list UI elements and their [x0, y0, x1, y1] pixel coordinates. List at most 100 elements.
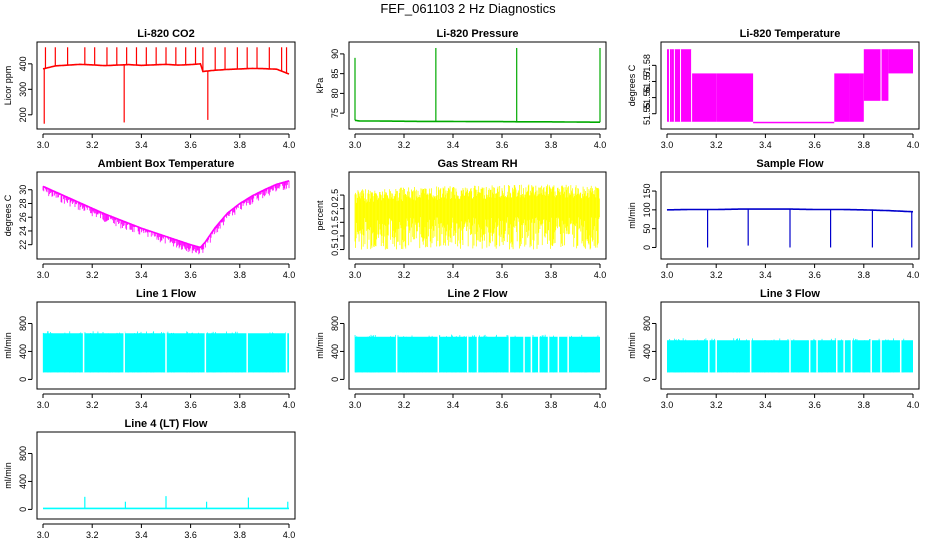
plot-data [667, 49, 913, 124]
x-tick-label: 3.0 [37, 140, 50, 150]
x-tick-label: 3.6 [184, 530, 197, 540]
x-axis: 3.0 3.2 3.4 3.6 3.8 4.0 [37, 393, 296, 410]
panel-title: Line 2 Flow [448, 288, 508, 300]
x-tick-label: 3.4 [759, 270, 772, 280]
x-tick-label: 3.0 [349, 270, 362, 280]
panel-title: Gas Stream RH [437, 158, 517, 170]
y-tick-label: 51.58 [642, 54, 652, 77]
x-tick-label: 3.8 [858, 140, 871, 150]
y-tick-label: 51.55 [642, 102, 652, 125]
y-axis-label: degrees C [3, 194, 13, 236]
temp-band [888, 49, 913, 74]
y-axis-label: ml/min [3, 462, 13, 489]
temp-band [849, 73, 864, 122]
x-axis: 3.0 3.2 3.4 3.6 3.8 4.0 [37, 263, 295, 280]
x-tick-label: 3.4 [447, 270, 460, 280]
y-axis-label: Licor ppm [3, 66, 13, 106]
x-axis: 3.0 3.2 3.4 3.6 3.8 4.0 [661, 263, 920, 280]
x-tick-label: 3.2 [398, 400, 411, 410]
plot-frame [660, 171, 920, 260]
x-tick-label: 3.8 [545, 400, 558, 410]
x-tick-label: 3.6 [496, 140, 509, 150]
x-tick-label: 3.2 [86, 140, 99, 150]
x-tick-label: 3.0 [349, 400, 362, 410]
y-axis: 0 400 800 ml/min [3, 316, 33, 382]
plot-frame [36, 431, 296, 520]
panel-title: Li-820 CO2 [137, 28, 194, 40]
y-axis: 0 400 800 ml/min [627, 316, 657, 382]
x-tick-label: 3.8 [234, 270, 247, 280]
y-tick-label: 22 [18, 240, 28, 250]
x-tick-label: 3.6 [184, 140, 197, 150]
series-line [42, 62, 290, 75]
y-tick-label: 1.5 [330, 216, 340, 229]
y-axis: 75 80 85 90 kPa [315, 49, 345, 118]
x-axis: 3.0 3.2 3.4 3.6 3.8 4.0 [349, 133, 607, 150]
plot-data [354, 184, 600, 250]
panel-title: Ambient Box Temperature [98, 158, 235, 170]
x-tick-label: 4.0 [594, 400, 607, 410]
y-tick-label: 80 [330, 88, 340, 98]
plot-frame [660, 41, 920, 130]
y-axis-label: percent [315, 200, 325, 231]
x-tick-label: 3.2 [710, 140, 723, 150]
panel-3: Li-820 Temperature 3.0 3.2 3.4 3.6 3.8 4.0 51.5… [627, 28, 920, 150]
temp-band [716, 73, 754, 122]
panel-7: Line 1 Flow 3.0 3.2 3.4 3.6 3.8 4.0 0 400 800 ml/m… [3, 288, 296, 410]
x-tick-label: 3.0 [661, 140, 674, 150]
x-tick-label: 3.2 [86, 530, 99, 540]
temp-band [834, 73, 850, 122]
y-tick-label: 1.0 [330, 230, 340, 243]
panel-5: Gas Stream RH 3.0 3.2 3.4 3.6 3.8 4.0 0.51.01.5… [315, 158, 607, 280]
x-tick-label: 3.6 [808, 270, 821, 280]
x-tick-label: 3.0 [661, 400, 674, 410]
panel-title: Li-820 Temperature [740, 28, 841, 40]
x-tick-label: 4.0 [283, 140, 296, 150]
x-tick-label: 3.2 [398, 140, 411, 150]
y-axis-label: ml/min [627, 202, 637, 229]
x-tick-label: 4.0 [283, 400, 296, 410]
y-axis-label: ml/min [627, 332, 637, 359]
y-tick-label: 75 [330, 108, 340, 118]
x-tick-label: 4.0 [594, 140, 607, 150]
y-axis: 0 400 800 ml/min [315, 316, 345, 382]
x-axis: 3.0 3.2 3.4 3.6 3.8 4.0 [349, 393, 607, 410]
y-tick-label: 50 [642, 224, 652, 234]
x-tick-label: 3.4 [759, 140, 772, 150]
x-tick-label: 3.0 [661, 270, 674, 280]
y-axis: 200 300 400 Licor ppm [3, 56, 33, 122]
panel-1: Li-820 CO2 3.0 3.2 3.4 3.6 3.8 4.0 200 300 400 Lic… [3, 28, 296, 150]
y-tick-label: 90 [330, 49, 340, 59]
x-tick-label: 4.0 [283, 530, 296, 540]
temp-band [691, 73, 717, 122]
x-tick-label: 3.8 [545, 140, 558, 150]
x-tick-label: 3.6 [184, 270, 197, 280]
x-tick-label: 3.0 [37, 400, 50, 410]
plot-frame [36, 301, 296, 390]
y-tick-label: 100 [642, 202, 652, 217]
y-axis: 0 400 800 ml/min [3, 446, 33, 512]
y-axis: 0 50 100 150 ml/min [627, 184, 657, 250]
panel-title: Li-820 Pressure [437, 28, 519, 40]
x-tick-label: 4.0 [907, 270, 920, 280]
plot-data [42, 47, 290, 124]
y-tick-label: 85 [330, 69, 340, 79]
panel-8: Line 2 Flow 3.0 3.2 3.4 3.6 3.8 4.0 0 400 800 ml/m… [315, 288, 607, 410]
x-tick-label: 3.6 [496, 270, 509, 280]
x-tick-label: 3.8 [234, 530, 247, 540]
y-axis-label: degrees C [627, 64, 637, 106]
plot-data [354, 333, 600, 373]
x-tick-label: 3.0 [37, 270, 50, 280]
y-tick-label: 0 [330, 377, 340, 382]
series-line [354, 119, 600, 123]
plot-frame [348, 41, 607, 130]
plot-data [43, 496, 289, 510]
x-tick-label: 3.4 [447, 140, 460, 150]
panel-title: Line 3 Flow [760, 288, 820, 300]
x-axis: 3.0 3.2 3.4 3.6 3.8 4.0 [37, 133, 296, 150]
series-line [42, 180, 290, 249]
y-tick-label: 26 [18, 212, 28, 222]
y-tick-label: 51.56 [642, 86, 652, 109]
y-tick-label: 400 [330, 344, 340, 359]
